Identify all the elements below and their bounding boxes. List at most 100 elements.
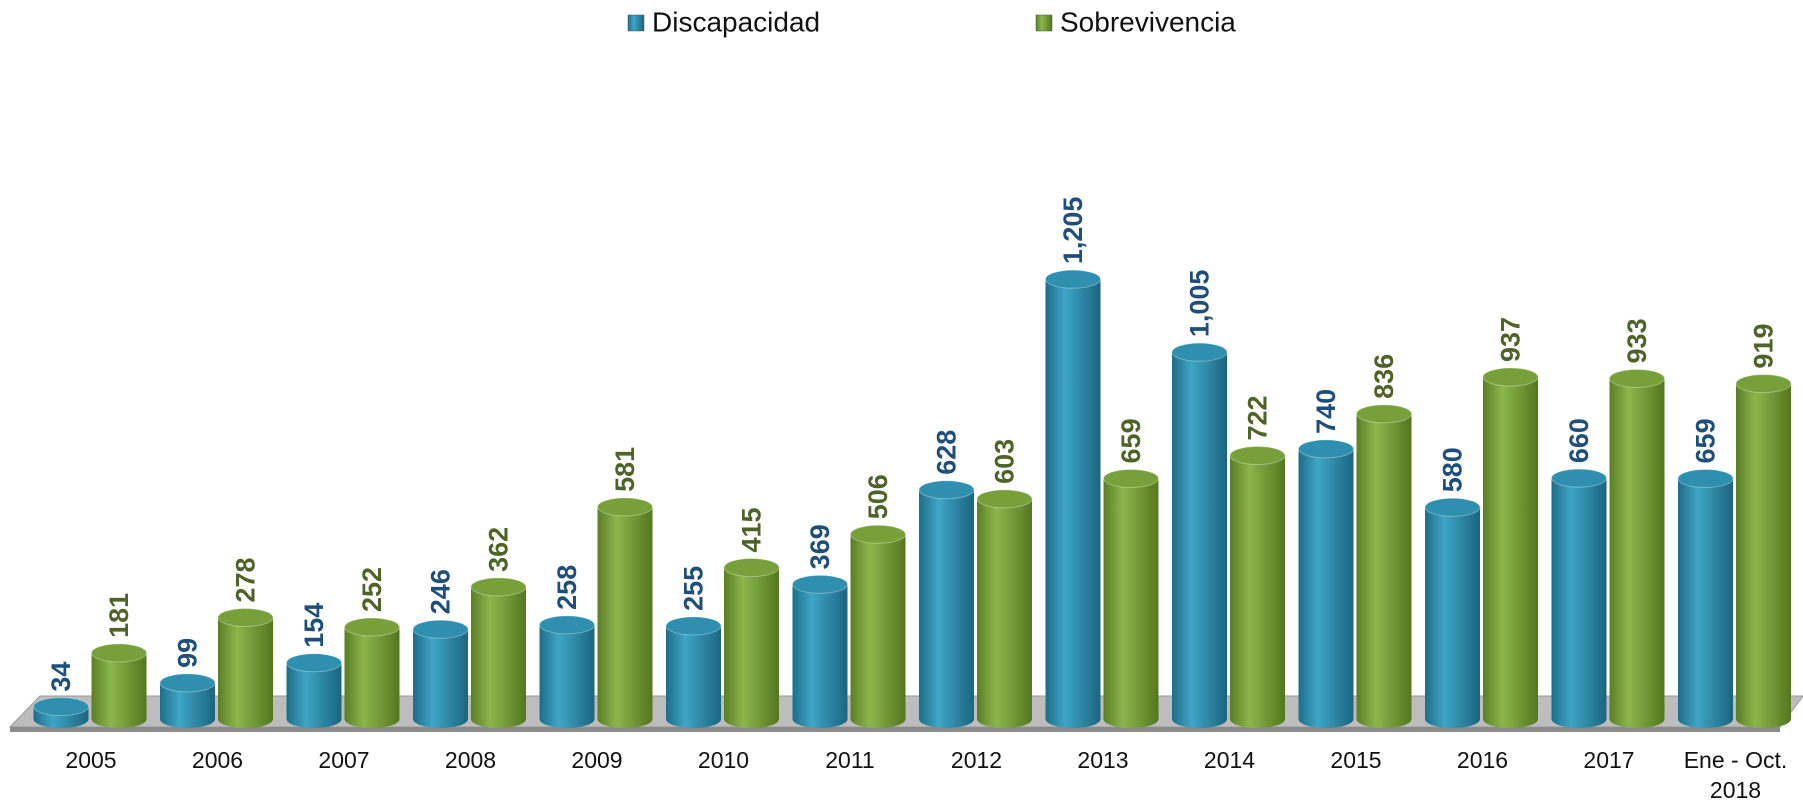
bar <box>1045 279 1101 729</box>
value-label: 369 <box>805 524 835 569</box>
x-tick-label: 2010 <box>697 747 750 773</box>
bar-top <box>792 574 848 594</box>
bar <box>413 629 468 728</box>
value-label: 1,205 <box>1058 197 1088 265</box>
value-label: 740 <box>1311 389 1341 434</box>
value-label: 659 <box>1116 418 1146 463</box>
bar-top <box>1677 468 1734 488</box>
value-label: 278 <box>231 557 261 602</box>
bar <box>539 624 595 729</box>
x-tick-label: 2013 <box>1077 747 1129 773</box>
x-tick-label: 2017 <box>1583 747 1635 773</box>
value-label: 836 <box>1369 354 1399 399</box>
value-label: 933 <box>1622 318 1652 363</box>
bar-top <box>1171 342 1228 362</box>
value-label: 99 <box>173 638 203 668</box>
bar <box>850 534 906 729</box>
value-label: 34 <box>46 662 76 692</box>
value-label: 919 <box>1749 324 1779 369</box>
bar-top <box>1482 367 1539 387</box>
value-label: 628 <box>932 430 962 475</box>
value-label: 181 <box>104 593 134 638</box>
bar <box>1298 448 1354 729</box>
bar-top <box>1551 468 1607 488</box>
bar-top <box>470 577 527 597</box>
value-label: 255 <box>679 566 709 611</box>
bar <box>1736 383 1791 729</box>
value-label: 252 <box>357 567 387 612</box>
bar <box>1609 378 1665 729</box>
bar-top <box>665 616 722 636</box>
bar <box>1678 478 1733 729</box>
x-tick-label: 2006 <box>191 747 244 773</box>
value-label: 154 <box>299 603 329 648</box>
value-label: 580 <box>1438 447 1468 492</box>
bar-top <box>1424 497 1481 517</box>
x-tick-label: 2011 <box>825 747 875 773</box>
bar <box>724 567 779 729</box>
bar <box>976 498 1032 729</box>
bar-top <box>723 558 780 578</box>
value-label: 581 <box>610 447 640 492</box>
bar-top <box>344 617 400 637</box>
bar-top <box>1735 374 1792 394</box>
bar-top <box>1356 404 1412 424</box>
bar-top <box>850 524 906 544</box>
x-tick-label: 2012 <box>950 747 1003 773</box>
bar-top <box>1045 269 1101 289</box>
legend-label: Sobrevivencia <box>1060 6 1236 37</box>
bar-top <box>597 497 653 517</box>
bar <box>286 662 342 729</box>
bar-top <box>539 615 595 635</box>
legend-swatch <box>1035 14 1053 32</box>
bar <box>1230 455 1285 729</box>
bar <box>1103 478 1159 729</box>
value-label: 258 <box>552 565 582 610</box>
bar-top <box>33 697 89 717</box>
value-label: 603 <box>990 439 1020 484</box>
value-label: 506 <box>863 474 893 519</box>
value-label: 362 <box>484 527 514 572</box>
bar <box>1483 376 1538 729</box>
bar-top <box>412 619 469 639</box>
value-label: 415 <box>737 507 767 552</box>
bar-top <box>976 489 1033 509</box>
bar <box>666 625 721 729</box>
bar <box>1356 413 1412 729</box>
bar <box>91 652 147 728</box>
value-label: 659 <box>1691 418 1721 463</box>
bar <box>471 586 526 729</box>
bar <box>344 627 400 729</box>
bar <box>1551 478 1607 729</box>
bar-top <box>286 653 342 673</box>
x-tick-label: 2015 <box>1330 747 1382 773</box>
bar-top <box>918 480 975 500</box>
bar <box>218 617 273 729</box>
bar-top <box>1103 468 1159 488</box>
bar-top <box>1609 368 1665 388</box>
bar-top <box>1298 439 1354 459</box>
x-tick-label: 2005 <box>65 747 117 773</box>
bar <box>792 584 848 729</box>
bar-top <box>1229 445 1286 465</box>
value-label: 660 <box>1564 418 1594 463</box>
x-tick-label: 2009 <box>571 747 623 773</box>
value-label: 1,005 <box>1185 270 1215 338</box>
legend-swatch <box>627 14 645 32</box>
bar-top <box>217 608 274 628</box>
bar <box>919 489 974 729</box>
bar-top <box>91 643 147 663</box>
bar <box>1172 352 1227 729</box>
legend-label: Discapacidad <box>652 6 820 37</box>
bar-top <box>159 673 216 693</box>
x-tick-label: 2008 <box>444 747 497 773</box>
value-label: 722 <box>1243 395 1273 440</box>
x-tick-label: Ene - Oct. 2018 <box>1683 747 1788 803</box>
floor-edge <box>10 727 1780 732</box>
value-label: 937 <box>1496 317 1526 362</box>
value-label: 246 <box>426 569 456 614</box>
x-tick-label: 2007 <box>318 747 370 773</box>
bar <box>1425 507 1480 729</box>
